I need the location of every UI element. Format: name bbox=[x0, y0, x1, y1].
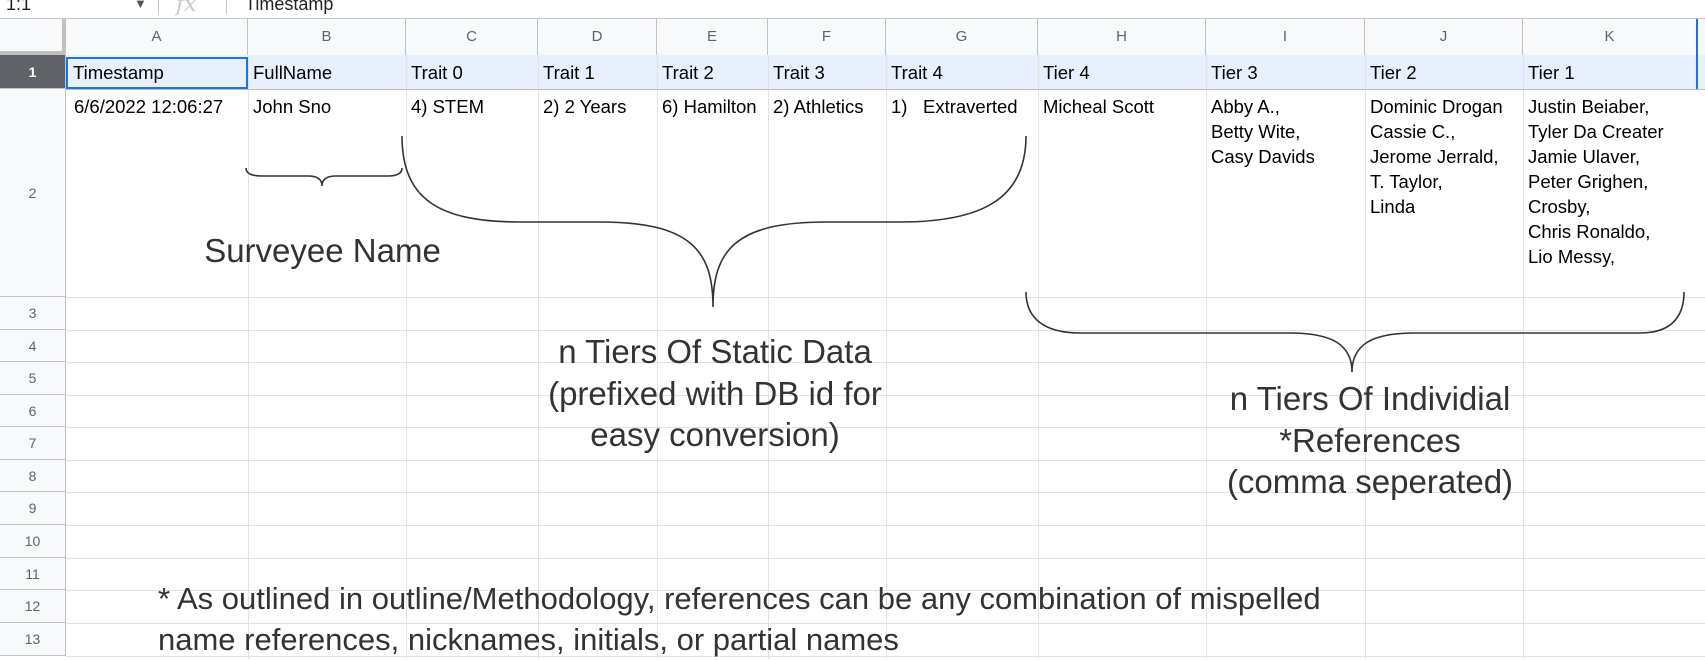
cell-a1[interactable]: Timestamp bbox=[66, 57, 248, 89]
footnote: * As outlined in outline/Methodology, re… bbox=[158, 578, 1321, 660]
cell-a2[interactable]: 6/6/2022 12:06:27 bbox=[74, 96, 224, 117]
cell-j2-line: Cassie C., bbox=[1370, 121, 1456, 142]
surveyee-brace bbox=[245, 167, 403, 187]
row-header-10[interactable]: 10 bbox=[0, 525, 66, 558]
column-header-j[interactable]: J bbox=[1365, 19, 1523, 55]
cell-d1[interactable]: Trait 1 bbox=[543, 62, 595, 83]
divider bbox=[158, 0, 159, 14]
cell-f1[interactable]: Trait 3 bbox=[773, 62, 825, 83]
name-box[interactable]: 1:1 bbox=[6, 0, 32, 14]
annotation-individual-line: (comma seperated) bbox=[1226, 463, 1514, 500]
cell-g2-value: Extraverted bbox=[923, 96, 1018, 117]
cell-i2-line: Abby A., bbox=[1211, 96, 1280, 117]
cell-e1[interactable]: Trait 2 bbox=[662, 62, 714, 83]
cell-j2-line: Linda bbox=[1370, 196, 1416, 217]
annotation-individual-line: n Tiers Of Individial bbox=[1229, 380, 1511, 417]
column-header-b[interactable]: B bbox=[248, 19, 406, 55]
cell-e2[interactable]: 6) Hamilton bbox=[662, 96, 757, 117]
cell-j2-line: Dominic Drogan bbox=[1370, 96, 1503, 117]
cell-h2[interactable]: Micheal Scott bbox=[1043, 96, 1155, 117]
column-header-c[interactable]: C bbox=[406, 19, 538, 55]
annotation-static-line: n Tiers Of Static Data bbox=[558, 333, 872, 370]
cell-k2-line: Crosby, bbox=[1528, 196, 1591, 217]
cell-c1[interactable]: Trait 0 bbox=[411, 62, 463, 83]
selection-edge bbox=[1696, 19, 1698, 89]
column-header-d[interactable]: D bbox=[538, 19, 657, 55]
cell-k2-line: Tyler Da Creater bbox=[1528, 121, 1664, 142]
cell-b2[interactable]: John Sno bbox=[253, 96, 332, 117]
cell-j2-line: Jerome Jerrald, bbox=[1370, 146, 1499, 167]
cell-i2-line: Betty Wite, bbox=[1211, 121, 1301, 142]
formula-input[interactable]: Timestamp bbox=[245, 0, 334, 14]
cell-f2[interactable]: 2) Athletics bbox=[773, 96, 864, 117]
row-header-4[interactable]: 4 bbox=[0, 330, 66, 362]
footnote-line: * As outlined in outline/Methodology, re… bbox=[158, 581, 1321, 616]
formula-bar: 1:1 ▼ fx Timestamp bbox=[0, 0, 1705, 19]
cell-j2-line: T. Taylor, bbox=[1370, 171, 1443, 192]
annotation-surveyee: Surveyee Name bbox=[204, 232, 441, 269]
column-header-h[interactable]: H bbox=[1038, 19, 1206, 55]
row-header-8[interactable]: 8 bbox=[0, 460, 66, 492]
cell-b1[interactable]: FullName bbox=[253, 62, 333, 83]
annotation-individual-line: *References bbox=[1279, 422, 1461, 459]
cell-k2-line: Jamie Ulaver, bbox=[1528, 146, 1641, 167]
row-header-12[interactable]: 12 bbox=[0, 590, 66, 623]
cell-k2-line: Justin Beiaber, bbox=[1528, 96, 1650, 117]
row-header-3[interactable]: 3 bbox=[0, 297, 66, 330]
cell-j1[interactable]: Tier 2 bbox=[1370, 62, 1417, 83]
column-header-g[interactable]: G bbox=[886, 19, 1038, 55]
individual-brace bbox=[1025, 291, 1685, 373]
row-header-13[interactable]: 13 bbox=[0, 623, 66, 656]
select-all-corner[interactable] bbox=[0, 19, 66, 55]
divider bbox=[226, 0, 227, 14]
cell-k1[interactable]: Tier 1 bbox=[1528, 62, 1575, 83]
row-header-1[interactable]: 1 bbox=[0, 55, 66, 89]
row-header-9[interactable]: 9 bbox=[0, 492, 66, 525]
row-header-11[interactable]: 11 bbox=[0, 558, 66, 590]
cell-d2[interactable]: 2) 2 Years bbox=[543, 96, 627, 117]
static-brace bbox=[401, 135, 1027, 308]
row-header-2[interactable]: 2 bbox=[0, 89, 66, 297]
cell-k2-line: Peter Grighen, bbox=[1528, 171, 1649, 192]
chevron-down-icon[interactable]: ▼ bbox=[134, 0, 147, 11]
footnote-line: name references, nicknames, initials, or… bbox=[158, 622, 899, 657]
row-header-7[interactable]: 7 bbox=[0, 427, 66, 460]
cell-k2-line: Lio Messy, bbox=[1528, 246, 1616, 267]
column-header-e[interactable]: E bbox=[657, 19, 768, 55]
annotation-static-line: easy conversion) bbox=[590, 416, 840, 453]
cell-g2-number: 1) bbox=[891, 96, 908, 117]
row-header-5[interactable]: 5 bbox=[0, 362, 66, 395]
row-header-6[interactable]: 6 bbox=[0, 395, 66, 427]
cell-i2-line: Casy Davids bbox=[1211, 146, 1315, 167]
column-header-i[interactable]: I bbox=[1206, 19, 1365, 55]
cell-h1[interactable]: Tier 4 bbox=[1043, 62, 1090, 83]
cell-k2-line: Chris Ronaldo, bbox=[1528, 221, 1651, 242]
annotation-static-line: (prefixed with DB id for bbox=[548, 375, 882, 412]
row-1-highlight bbox=[66, 55, 1705, 89]
cell-g1[interactable]: Trait 4 bbox=[891, 62, 943, 83]
column-header-f[interactable]: F bbox=[768, 19, 886, 55]
cell-i1[interactable]: Tier 3 bbox=[1211, 62, 1258, 83]
cell-c2[interactable]: 4) STEM bbox=[411, 96, 484, 117]
fx-icon: fx bbox=[176, 0, 197, 17]
column-header-a[interactable]: A bbox=[66, 19, 248, 55]
